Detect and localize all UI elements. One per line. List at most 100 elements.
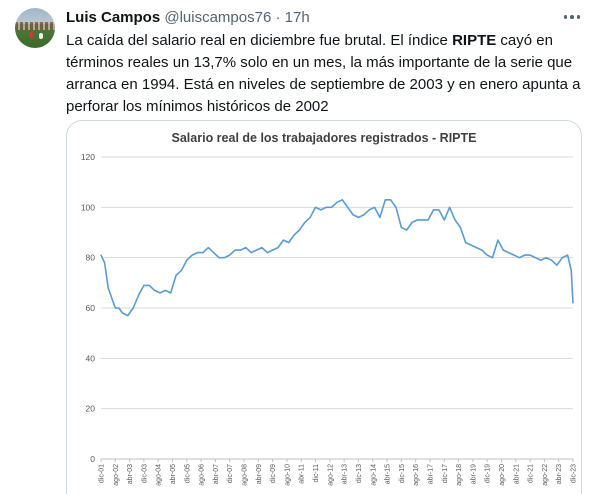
data-point (352, 214, 354, 216)
data-point (508, 252, 510, 254)
data-point (481, 249, 483, 251)
author-handle[interactable]: @luiscampos76 (164, 9, 272, 26)
data-point (309, 216, 311, 218)
data-point (196, 252, 199, 254)
tweet-text-part: cayó en términos reales un 13,7% solo en… (66, 32, 581, 115)
data-point (491, 257, 494, 259)
data-point (298, 229, 301, 231)
data-point (545, 257, 547, 259)
data-point (470, 244, 472, 246)
tweet-text-part: La caída del salario real en diciembre f… (66, 32, 453, 49)
data-point (148, 284, 150, 286)
x-tick-label: dic-01 (99, 464, 106, 483)
x-tick-label: abr-11 (299, 464, 306, 484)
more-horizontal-icon[interactable] (561, 8, 583, 26)
data-point (454, 219, 456, 221)
data-point (282, 239, 284, 241)
data-point (266, 252, 268, 254)
data-point (255, 249, 258, 251)
x-tick-label: dic-03 (141, 464, 148, 483)
x-tick-label: abr-03 (127, 464, 134, 484)
x-tick-label: ago-20 (499, 464, 506, 486)
y-tick-label: 80 (86, 253, 96, 263)
data-point (272, 249, 274, 251)
tweet-timestamp[interactable]: 17h (284, 9, 310, 26)
data-point (529, 254, 531, 256)
data-point (137, 294, 140, 297)
x-tick-label: dic-07 (227, 464, 234, 483)
x-tick-label: abr-05 (170, 464, 177, 484)
x-tick-label: dic-17 (442, 464, 449, 483)
x-tick-label: ago-12 (327, 464, 334, 486)
data-point (218, 257, 220, 259)
x-tick-label: dic-11 (313, 464, 320, 483)
data-point (207, 247, 209, 249)
y-tick-label: 20 (86, 404, 96, 414)
data-point (373, 206, 376, 208)
series-line (100, 199, 574, 317)
data-point (550, 259, 553, 261)
x-tick-label: ago-08 (242, 464, 249, 486)
y-tick-label: 0 (90, 454, 95, 464)
data-point (234, 249, 236, 251)
data-point (390, 199, 392, 201)
data-point (159, 292, 161, 294)
x-tick-label: dic-13 (356, 464, 363, 483)
data-point (497, 239, 499, 241)
data-point (513, 254, 515, 256)
x-tick-label: abr-09 (256, 464, 263, 484)
tweet-text: La caída del salario real en diciembre f… (66, 30, 586, 118)
data-point (438, 209, 440, 211)
data-point (223, 257, 225, 259)
data-point (121, 312, 124, 314)
data-point (143, 284, 145, 286)
data-point (534, 257, 537, 259)
avatar[interactable] (15, 8, 55, 48)
x-tick-label: abr-21 (513, 464, 520, 484)
data-point (422, 219, 424, 221)
data-point (180, 269, 183, 271)
data-point (277, 247, 279, 249)
data-point (229, 254, 231, 256)
x-tick-label: abr-13 (342, 464, 349, 484)
x-tick-label: ago-14 (370, 464, 377, 486)
data-point (341, 199, 343, 201)
data-point (406, 229, 408, 231)
chart-image-card[interactable]: Salario real de los trabajadores registr… (66, 120, 582, 494)
data-point (154, 289, 156, 291)
avatar-player-figure (39, 33, 43, 39)
data-point (245, 247, 247, 249)
data-point (107, 287, 109, 289)
x-tick-label: abr-19 (470, 464, 477, 484)
x-tick-label: abr-07 (213, 464, 220, 484)
data-point (411, 221, 413, 224)
data-point (449, 206, 451, 208)
data-point (239, 249, 242, 251)
data-point (320, 209, 322, 211)
data-point (202, 252, 204, 254)
data-point (347, 206, 349, 208)
data-point (572, 302, 574, 304)
x-tick-label: abr-15 (385, 464, 392, 484)
x-tick-label: abr-17 (427, 464, 434, 484)
x-tick-label: ago-22 (542, 464, 549, 486)
data-point (368, 209, 370, 211)
data-point (331, 206, 333, 208)
data-point (502, 249, 504, 251)
data-point (357, 216, 360, 218)
author-name[interactable]: Luis Campos (66, 9, 161, 26)
data-point (561, 257, 563, 259)
data-point (336, 201, 338, 203)
data-point (132, 307, 134, 309)
data-point (250, 252, 252, 254)
data-point (427, 219, 429, 221)
data-point (395, 206, 397, 208)
chart-svg: 0 20 40 60 80 100 120 dic-01 ago-02 abr-03 dic-03 a… (81, 152, 578, 486)
y-tick-label: 100 (81, 202, 95, 212)
data-point (363, 214, 365, 216)
data-point (400, 226, 402, 229)
x-tick-label: dic-19 (485, 464, 492, 483)
y-tick-label: 60 (86, 303, 96, 313)
data-point (293, 234, 295, 236)
data-point (325, 206, 327, 208)
